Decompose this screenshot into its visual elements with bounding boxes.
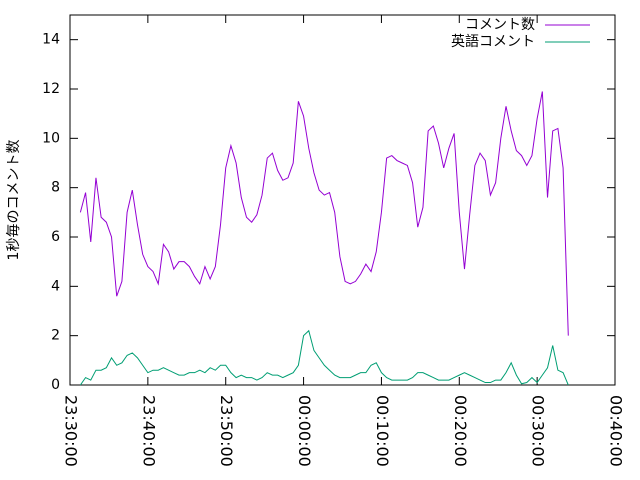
legend-label: コメント数	[465, 17, 535, 33]
y-tick-label: 2	[51, 328, 60, 344]
y-tick-label: 0	[51, 377, 60, 393]
y-tick-label: 4	[51, 278, 60, 294]
x-tick-label: 23:50:00	[217, 395, 236, 467]
legend-label: 英語コメント	[451, 33, 535, 50]
y-tick-label: 6	[51, 229, 60, 245]
series-line	[79, 91, 569, 336]
x-tick-label: 00:00:00	[295, 395, 314, 467]
y-tick-label: 10	[42, 130, 60, 146]
y-tick-label: 12	[42, 81, 60, 97]
x-tick-label: 00:30:00	[529, 395, 548, 467]
plot-border	[69, 14, 616, 386]
series-line	[79, 329, 569, 386]
x-tick-label: 00:20:00	[451, 395, 470, 467]
y-tick-label: 8	[51, 180, 60, 196]
y-axis-label: 1秒毎のコメント数	[6, 140, 22, 261]
y-tick-label: 14	[42, 32, 60, 48]
x-tick-label: 23:30:00	[62, 395, 81, 467]
x-tick-label: 00:40:00	[607, 395, 626, 467]
x-tick-label: 00:10:00	[373, 395, 392, 467]
x-tick-label: 23:40:00	[139, 395, 158, 467]
